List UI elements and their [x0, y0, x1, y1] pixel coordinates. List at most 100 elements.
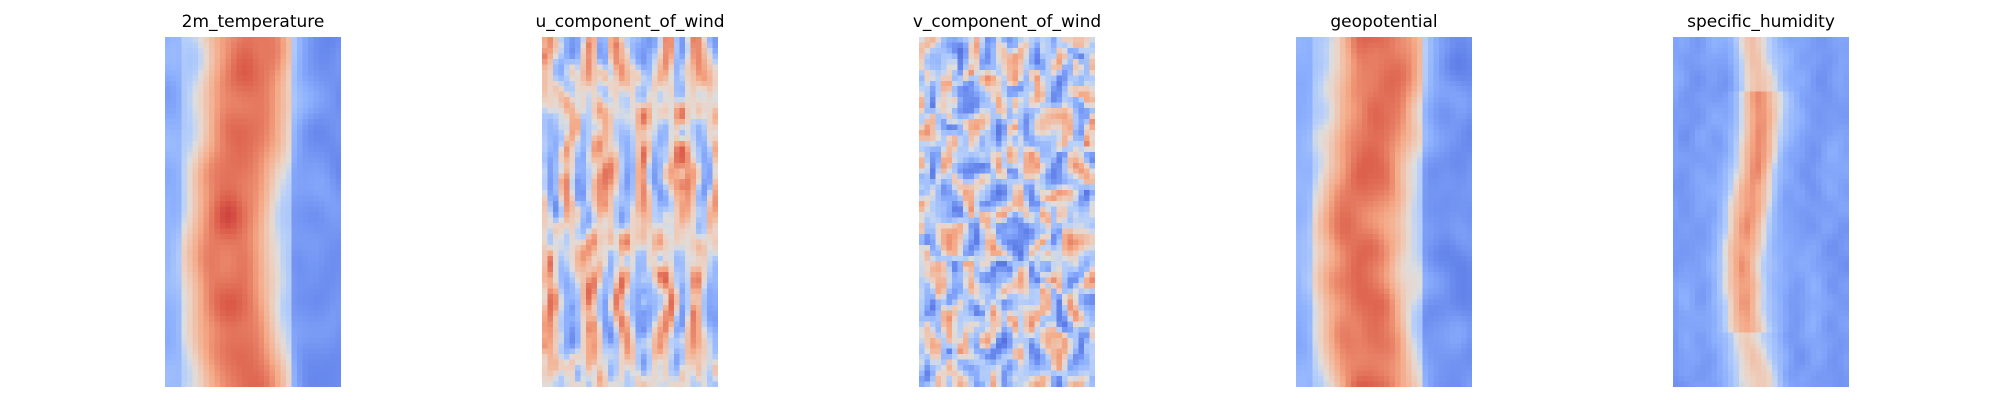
heatmap-cell: [701, 75, 708, 82]
heatmap-cell: [187, 272, 193, 279]
heatmap-cell: [1045, 75, 1052, 82]
heatmap-cell: [286, 304, 292, 311]
heatmap-cell: [575, 151, 581, 158]
heatmap-cell: [170, 69, 177, 76]
heatmap-cell: [280, 299, 287, 306]
heatmap-cell: [707, 206, 713, 213]
heatmap-cell: [176, 299, 182, 306]
heatmap-cell: [613, 151, 620, 158]
heatmap-cell: [564, 53, 570, 60]
heatmap-cell: [1012, 69, 1019, 76]
heatmap-cell: [652, 97, 658, 104]
heatmap-cell: [286, 162, 292, 169]
heatmap-cell: [646, 113, 653, 120]
heatmap-cell: [608, 47, 614, 54]
heatmap-cell: [242, 233, 248, 240]
heatmap-cell: [236, 370, 243, 377]
heatmap-cell: [608, 42, 614, 49]
heatmap-cell: [198, 124, 204, 131]
heatmap-cell: [187, 58, 193, 65]
heatmap-cell: [330, 80, 336, 87]
heatmap-cell: [547, 381, 554, 387]
heatmap-cell: [187, 97, 193, 104]
heatmap-cell: [313, 354, 320, 361]
heatmap-cell: [690, 310, 697, 317]
heatmap-cell: [602, 233, 609, 240]
heatmap-cell: [542, 151, 548, 158]
heatmap-cell: [192, 97, 199, 104]
heatmap-cell: [330, 102, 336, 109]
heatmap-cell: [198, 140, 204, 147]
heatmap-cell: [569, 113, 576, 120]
heatmap-cell: [602, 255, 609, 262]
heatmap-cell: [236, 151, 243, 158]
heatmap-cell: [1034, 97, 1041, 104]
heatmap-cell: [558, 190, 565, 196]
heatmap-cell: [957, 75, 964, 82]
heatmap-cell: [242, 86, 248, 93]
heatmap-cell: [613, 184, 620, 191]
heatmap-cell: [236, 119, 243, 125]
heatmap-cell: [1018, 119, 1024, 125]
heatmap-cell: [324, 304, 331, 311]
heatmap-cell: [242, 326, 248, 333]
heatmap-cell: [635, 250, 642, 257]
heatmap-cell: [264, 179, 270, 186]
heatmap-cell: [553, 321, 559, 328]
heatmap-cell: [668, 250, 675, 257]
heatmap-cell: [269, 129, 276, 136]
heatmap-cell: [996, 37, 1002, 43]
heatmap-cell: [608, 212, 614, 218]
heatmap-cell: [1067, 102, 1074, 109]
heatmap-cell: [580, 184, 587, 191]
heatmap-cell: [558, 233, 565, 240]
heatmap-cell: [214, 69, 221, 76]
heatmap-cell: [1078, 124, 1085, 131]
heatmap-cell: [335, 354, 341, 361]
heatmap-cell: [569, 37, 576, 43]
heatmap-cell: [624, 135, 631, 142]
heatmap-cell: [657, 354, 664, 361]
heatmap-cell: [258, 58, 265, 65]
heatmap-cell: [1062, 140, 1068, 147]
heatmap-cell: [198, 255, 204, 262]
heatmap-cell: [679, 75, 686, 82]
heatmap-cell: [1034, 113, 1041, 120]
heatmap-cell: [225, 53, 232, 60]
heatmap-cell: [569, 42, 576, 49]
heatmap-cell: [952, 179, 958, 186]
heatmap-cell: [668, 135, 675, 142]
heatmap-cell: [624, 113, 631, 120]
heatmap-cell: [198, 337, 204, 344]
heatmap-cell: [1001, 146, 1008, 153]
heatmap-cell: [286, 69, 292, 76]
heatmap-cell: [319, 310, 325, 317]
heatmap-cell: [663, 58, 669, 65]
heatmap-cell: [547, 212, 554, 218]
heatmap-cell: [924, 47, 931, 54]
heatmap-cell: [569, 195, 576, 202]
heatmap-cell: [258, 239, 265, 246]
heatmap-cell: [1023, 179, 1030, 186]
heatmap-cell: [203, 102, 210, 109]
heatmap-cell: [707, 326, 713, 333]
heatmap-cell: [236, 102, 243, 109]
heatmap-cell: [690, 129, 697, 136]
heatmap-cell: [996, 113, 1002, 120]
heatmap-cell: [214, 337, 221, 344]
heatmap-cell: [963, 86, 969, 93]
heatmap-cell: [564, 315, 570, 322]
heatmap-cell: [297, 97, 303, 104]
heatmap-cell: [225, 91, 232, 98]
heatmap-cell: [214, 244, 221, 251]
heatmap-cell: [308, 113, 314, 120]
heatmap-cell: [674, 69, 680, 76]
heatmap-cell: [242, 102, 248, 109]
heatmap-cell: [335, 304, 341, 311]
heatmap-cell: [646, 184, 653, 191]
heatmap-cell: [935, 140, 942, 147]
heatmap-cell: [247, 53, 254, 60]
heatmap-cell: [308, 299, 314, 306]
heatmap-cell: [264, 250, 270, 257]
heatmap-cell: [712, 173, 718, 180]
